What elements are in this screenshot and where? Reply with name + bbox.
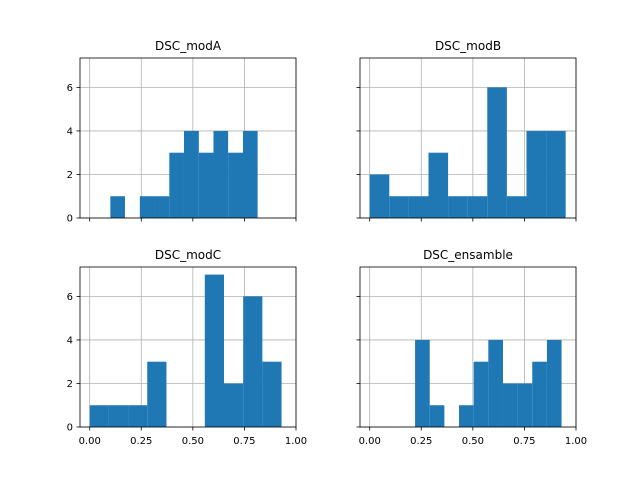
histogram-bar [108,405,129,427]
histogram-bar [243,296,263,427]
histogram-bar [389,196,409,218]
histogram-bar [448,196,468,218]
x-tick-label: 0.50 [462,436,484,447]
subplot-dsc-ensamble: 0.00 0.25 0.50 0.75 1.00 DSC_ensamble [356,248,587,447]
y-tick-label: 0 [67,214,73,225]
subplot-dsc-moda: 0 2 4 6 DSC_modA [67,39,297,225]
x-tick-label: 0.75 [233,436,255,447]
histogram-bar [169,152,184,218]
subplot-dsc-modc: 0.00 0.25 0.50 0.75 1.00 0 2 4 6 DSC_modC [67,248,308,447]
histogram-bar [198,152,214,218]
histogram-bar [487,87,507,218]
histogram-bar [262,361,282,427]
histogram-bar [526,130,547,218]
histogram-bar [154,196,170,218]
histogram-bar [128,405,148,427]
axes-frame [359,57,577,219]
histogram-bar [415,339,430,427]
x-tick-label: 0.25 [130,436,152,447]
histogram-bar [429,405,445,427]
histogram-bar [204,274,224,427]
x-tick-label: 0.25 [410,436,432,447]
histogram-bar [213,130,229,218]
histogram-bar [488,339,503,427]
histogram-bar [532,361,547,427]
subplot-dsc-modb: DSC_modB [356,39,577,222]
histogram-bar [369,174,390,218]
histogram-bar [546,130,566,218]
x-tick-label: 0.75 [513,436,535,447]
axes-frame [79,266,297,428]
histogram-bar [502,383,518,427]
y-tick-label: 4 [67,126,73,137]
x-tick-label: 1.00 [285,436,307,447]
histogram-bar [224,383,244,427]
histogram-bar [546,339,562,427]
histogram-bar [428,152,449,218]
y-tick-label: 0 [67,423,73,434]
histogram-bar [506,196,527,218]
y-tick-label: 2 [67,379,73,390]
x-tick-label: 1.00 [565,436,587,447]
histogram-bar [89,405,109,427]
axes-frame [79,57,297,219]
histogram-bar [459,405,474,427]
x-tick-label: 0.00 [79,436,101,447]
subplot-title: DSC_modC [155,248,221,262]
histogram-bar [110,196,125,218]
histogram-bar [147,361,167,427]
subplot-title: DSC_modA [155,39,222,53]
axes-frame [359,266,577,428]
y-tick-label: 2 [67,170,73,181]
y-tick-label: 6 [67,83,73,94]
x-tick-label: 0.50 [182,436,204,447]
x-tick-label: 0.00 [359,436,381,447]
y-tick-label: 4 [67,335,73,346]
y-tick-label: 6 [67,292,73,303]
histogram-bar [242,130,258,218]
subplot-title: DSC_ensamble [423,248,513,262]
histogram-bar [183,130,199,218]
histogram-bar [408,196,429,218]
subplot-title: DSC_modB [435,39,501,53]
histogram-bar [228,152,243,218]
histogram-bar [517,383,533,427]
histogram-bar [467,196,488,218]
histogram-bar [139,196,155,218]
histogram-bar [473,361,489,427]
